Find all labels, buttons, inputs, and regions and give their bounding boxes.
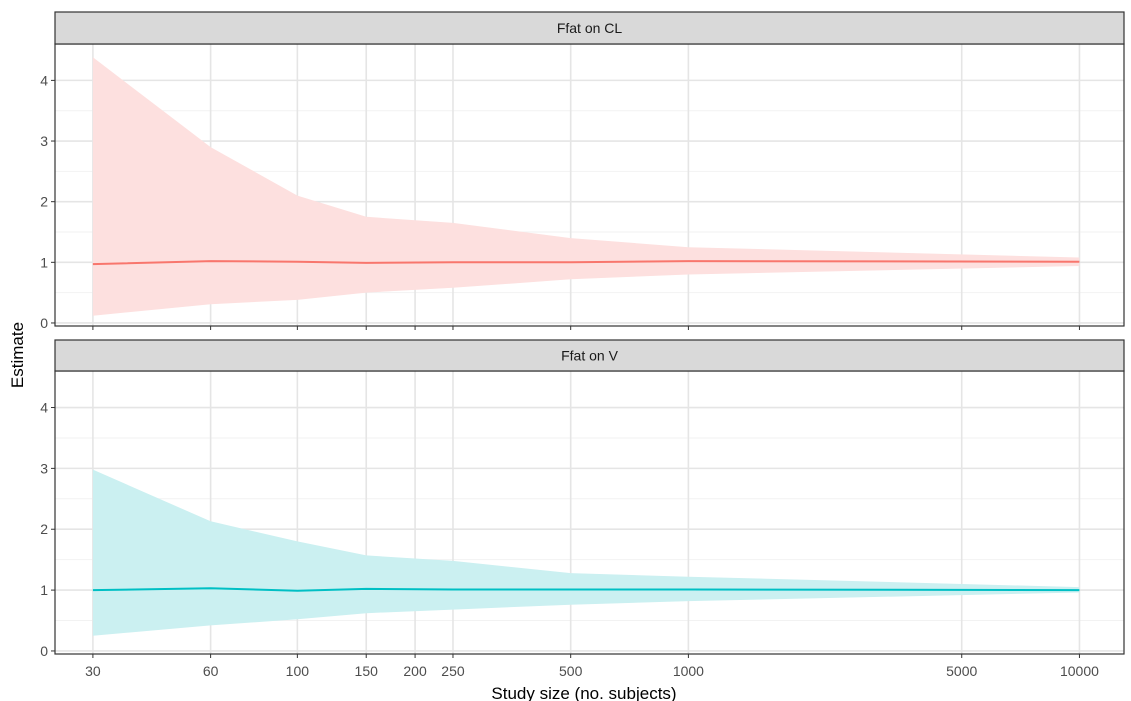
x-tick-label: 250: [441, 663, 465, 679]
x-tick-label: 200: [403, 663, 427, 679]
y-tick-label: 3: [40, 133, 48, 149]
facet-panels: Ffat on CL 0 1 2 3 4 Ffat on V 0 1 2 3 4 30 60 100 150 2…: [40, 11, 1125, 679]
facet-panel: Ffat on V 0 1 2 3 4 30 60 100 150 200 250 500 1000 500…: [40, 339, 1125, 679]
estimate-line: [92, 260, 1080, 266]
y-axis-title: Estimate: [8, 322, 27, 388]
x-tick-label: 1000: [673, 663, 704, 679]
y-tick-label: 4: [40, 72, 48, 88]
facet-panel: Ffat on CL 0 1 2 3 4: [40, 11, 1125, 331]
facet-strip-label: Ffat on CL: [557, 20, 623, 36]
facet-strip-label: Ffat on V: [561, 348, 618, 364]
y-tick-label: 0: [40, 643, 48, 659]
x-tick-label: 150: [355, 663, 379, 679]
x-tick-label: 500: [559, 663, 583, 679]
y-tick-label: 0: [40, 315, 48, 331]
x-tick-label: 100: [286, 663, 310, 679]
y-tick-label: 1: [40, 254, 48, 270]
confidence-band: [92, 57, 1080, 316]
y-tick-label: 4: [40, 400, 48, 416]
x-tick-label: 60: [203, 663, 219, 679]
facet-strip: [54, 11, 1125, 45]
y-tick-label: 1: [40, 582, 48, 598]
y-tick-label: 2: [40, 194, 48, 210]
y-tick-label: 3: [40, 460, 48, 476]
y-tick-label: 2: [40, 521, 48, 537]
confidence-band: [92, 469, 1080, 636]
x-axis-title: Study size (no. subjects): [491, 684, 676, 701]
x-tick-label: 5000: [946, 663, 977, 679]
facet-strip: [54, 339, 1125, 372]
estimate-line: [92, 587, 1080, 592]
x-tick-label: 30: [85, 663, 101, 679]
x-tick-label: 10000: [1060, 663, 1099, 679]
